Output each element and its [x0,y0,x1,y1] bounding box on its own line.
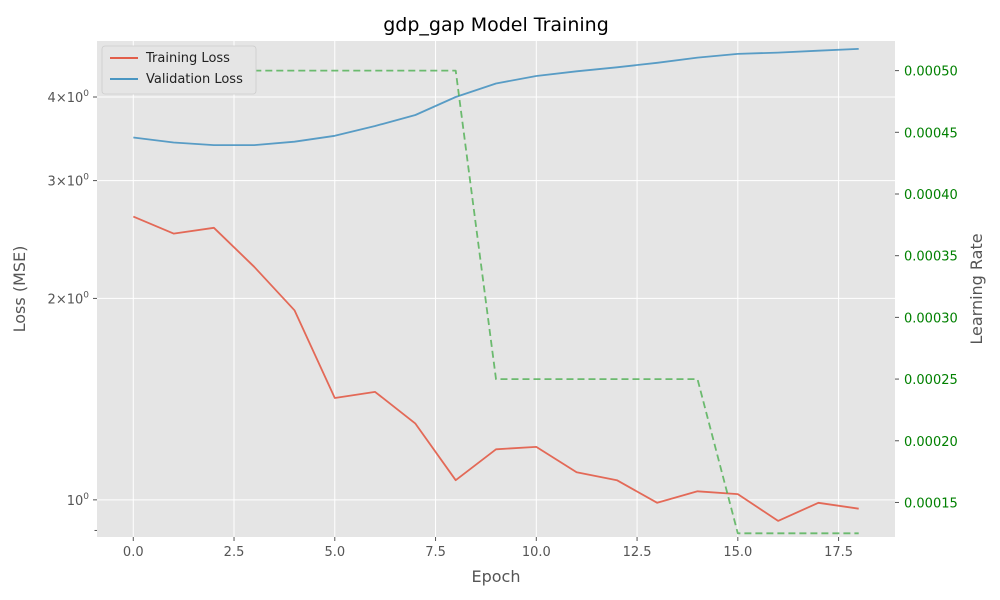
series-line-training-loss [132,215,859,522]
y-tick-label: 4×100 [48,89,90,106]
plot-area [97,41,895,537]
x-axis-ticks: 0.0 2.5 5.0 7.5 10.0 12.5 15.0 17.5 [123,537,853,560]
y2-axis-ticks: 0.00015 0.00020 0.00025 0.00030 0.00035 0.000… [895,65,958,511]
y2-axis-label: Learning Rate [967,233,986,344]
grid-lines [97,41,895,537]
y2-tick-label: 0.00015 [904,496,958,511]
y2-tick-label: 0.00020 [904,435,958,450]
y-tick-label: 2×100 [48,290,90,307]
x-tick-label: 0.0 [123,545,144,560]
x-tick-label: 15.0 [723,545,752,560]
x-tick-label: 7.5 [425,545,446,560]
chart-title: gdp_gap Model Training [383,14,609,36]
legend: Training Loss Validation Loss [101,45,257,95]
x-axis-label: Epoch [472,567,521,586]
x-tick-label: 17.5 [824,545,853,560]
series-line-learning-rate [133,69,859,535]
legend-label-validation-loss: Validation Loss [146,72,243,87]
y2-tick-label: 0.00045 [904,126,958,141]
x-tick-label: 10.0 [522,545,551,560]
y2-tick-label: 0.00035 [904,250,958,265]
x-tick-label: 5.0 [324,545,345,560]
x-tick-label: 12.5 [623,545,652,560]
y-axis-label: Loss (MSE) [10,246,29,333]
legend-frame [101,45,257,95]
y2-tick-label: 0.00050 [904,65,958,80]
y-axis-ticks: 100 2×100 3×100 4×100 [48,89,97,531]
series-line-validation-loss [133,48,859,147]
legend-label-training-loss: Training Loss [145,51,230,66]
x-tick-label: 2.5 [224,545,245,560]
y2-tick-label: 0.00030 [904,311,958,326]
series-layer [132,48,859,535]
y2-tick-label: 0.00025 [904,373,958,388]
y-tick-label: 100 [67,492,90,509]
y-tick-label: 3×100 [48,173,90,190]
y2-tick-label: 0.00040 [904,188,958,203]
